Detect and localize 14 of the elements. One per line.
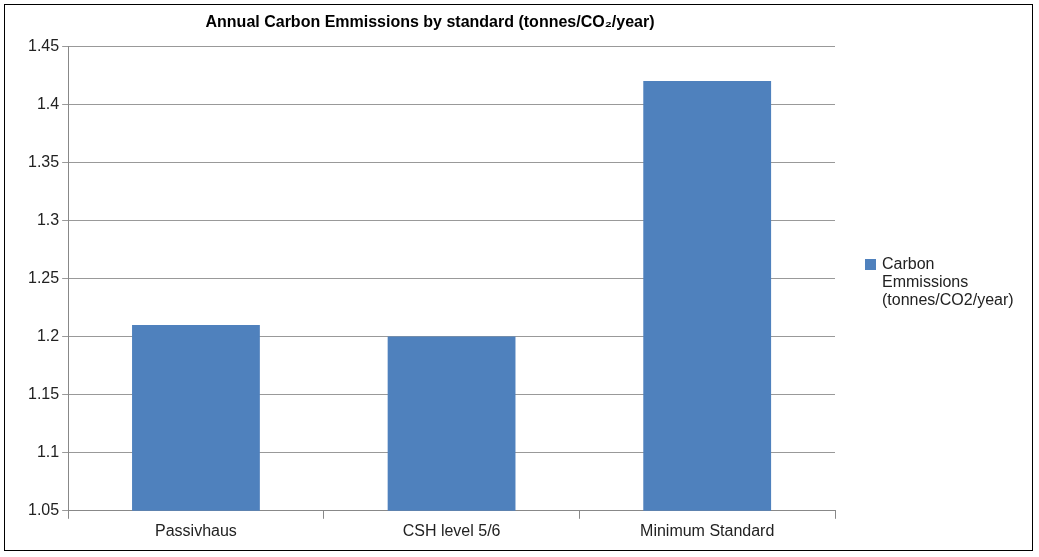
y-tick-label: 1.2 [36, 326, 60, 344]
x-tick-label: Minimum Standard [640, 521, 775, 539]
x-tick-label: CSH level 5/6 [402, 521, 501, 539]
y-tick-label: 1.4 [36, 94, 60, 112]
y-tick-label: 1.05 [28, 501, 60, 519]
x-tick-label: Passivhaus [155, 521, 237, 539]
y-tick-label: 1.1 [36, 443, 60, 461]
y-tick-label: 1.35 [28, 152, 60, 170]
chart-title: Annual Carbon Emmissions by standard (tonnes/CO₂/year) [205, 13, 655, 31]
y-tick-label: 1.15 [28, 385, 60, 403]
legend-label: Carbon Emmissions (tonnes/CO2/year) [882, 255, 1015, 309]
y-tick-label: 1.3 [36, 210, 60, 228]
y-tick-label: 1.45 [28, 36, 60, 54]
y-tick-label: 1.25 [28, 268, 60, 286]
